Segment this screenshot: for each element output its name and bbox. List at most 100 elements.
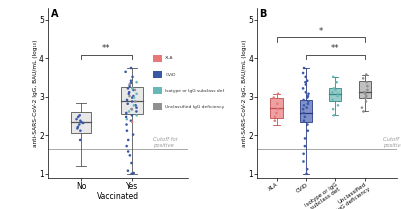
Y-axis label: anti-SARS-CoV-2 IgG, BAU/mL (log₁₀): anti-SARS-CoV-2 IgG, BAU/mL (log₁₀): [33, 39, 38, 147]
Point: [363, 80, 370, 84]
Point: [132, 88, 138, 92]
Point: [133, 110, 140, 113]
Point: [132, 104, 139, 107]
Point: [124, 102, 131, 106]
Point: [131, 96, 137, 99]
Point: [303, 90, 309, 94]
Point: [304, 79, 310, 82]
Point: [80, 121, 86, 125]
Bar: [153, 55, 162, 62]
Point: [304, 123, 311, 126]
Point: [128, 161, 135, 165]
Point: [126, 94, 133, 98]
Point: [329, 98, 336, 102]
Point: [125, 150, 132, 153]
Text: Unclassified IgG deficiency: Unclassified IgG deficiency: [165, 105, 225, 109]
Point: [300, 98, 307, 102]
Point: [133, 106, 140, 109]
Point: [300, 111, 307, 115]
Point: [302, 144, 308, 148]
Point: [334, 94, 341, 98]
Point: [302, 75, 309, 79]
Point: [302, 80, 309, 84]
Text: XLA: XLA: [165, 56, 174, 60]
Point: [128, 66, 134, 70]
Point: [76, 123, 83, 126]
Point: [363, 94, 369, 98]
Point: [125, 87, 131, 90]
Point: [271, 119, 278, 122]
Bar: [300, 100, 312, 122]
X-axis label: Vaccinated: Vaccinated: [97, 192, 139, 201]
Point: [360, 77, 367, 80]
Point: [124, 98, 130, 102]
Point: [124, 117, 130, 121]
Point: [75, 115, 81, 119]
Point: [334, 92, 341, 96]
Point: [305, 102, 311, 106]
Bar: [329, 88, 342, 101]
Point: [74, 127, 81, 130]
Point: [129, 96, 136, 99]
Point: [132, 100, 138, 103]
Point: [304, 106, 310, 109]
Point: [362, 92, 369, 96]
Point: [77, 129, 83, 132]
Point: [301, 104, 307, 107]
Point: [359, 106, 365, 109]
Point: [334, 80, 340, 84]
Point: [302, 137, 308, 140]
Point: [126, 92, 132, 96]
Point: [130, 88, 137, 92]
Point: [303, 83, 309, 86]
Point: [124, 129, 130, 132]
Point: [130, 94, 137, 98]
Point: [364, 88, 371, 92]
Point: [305, 94, 311, 98]
Point: [129, 75, 136, 79]
Point: [129, 107, 135, 111]
Point: [300, 107, 306, 111]
Point: [300, 71, 306, 75]
Point: [134, 80, 140, 84]
Bar: [71, 112, 91, 133]
Point: [127, 154, 133, 157]
Point: [361, 90, 368, 94]
Point: [300, 152, 307, 155]
Bar: [121, 87, 142, 114]
Point: [125, 138, 132, 142]
Point: [301, 119, 307, 122]
Point: [275, 92, 282, 96]
Point: [271, 96, 277, 99]
Point: [128, 81, 134, 85]
Text: B: B: [259, 9, 266, 19]
Point: [129, 120, 135, 124]
Point: [129, 87, 136, 90]
Point: [126, 90, 132, 94]
Point: [305, 100, 312, 103]
Point: [126, 83, 133, 86]
Point: [300, 160, 307, 163]
Point: [134, 114, 140, 117]
Text: CViD: CViD: [165, 73, 176, 76]
Text: Isotype or IgG subclass def: Isotype or IgG subclass def: [165, 89, 225, 93]
Point: [134, 92, 140, 96]
Text: **: **: [331, 44, 340, 53]
Point: [73, 117, 80, 121]
Point: [300, 87, 306, 90]
Point: [273, 111, 280, 115]
Point: [124, 144, 130, 148]
Point: [330, 107, 336, 111]
Point: [301, 66, 307, 70]
Text: Cutoff for
positive: Cutoff for positive: [153, 137, 178, 148]
Point: [123, 111, 130, 115]
Point: [360, 110, 367, 113]
Text: Cutoff for
positive: Cutoff for positive: [383, 137, 401, 148]
Point: [122, 70, 129, 74]
Point: [274, 102, 281, 106]
Point: [75, 125, 81, 129]
Point: [331, 87, 337, 90]
Point: [329, 90, 336, 94]
Point: [130, 133, 136, 136]
Point: [303, 172, 310, 176]
